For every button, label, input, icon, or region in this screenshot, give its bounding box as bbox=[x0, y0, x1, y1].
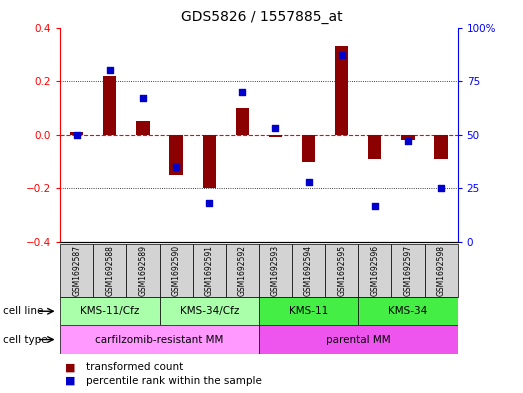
Text: ■: ■ bbox=[65, 362, 76, 372]
Point bbox=[371, 202, 379, 209]
Text: cell line: cell line bbox=[3, 306, 43, 316]
Bar bbox=[302, 135, 315, 162]
Bar bbox=[137, 121, 150, 135]
Text: carfilzomib-resistant MM: carfilzomib-resistant MM bbox=[95, 334, 224, 345]
Text: GSM1692587: GSM1692587 bbox=[72, 245, 81, 296]
Text: KMS-11: KMS-11 bbox=[289, 306, 328, 316]
Text: KMS-34/Cfz: KMS-34/Cfz bbox=[179, 306, 239, 316]
Text: GSM1692588: GSM1692588 bbox=[105, 245, 115, 296]
FancyBboxPatch shape bbox=[259, 244, 292, 297]
FancyBboxPatch shape bbox=[425, 244, 458, 297]
Text: GSM1692593: GSM1692593 bbox=[271, 245, 280, 296]
Point bbox=[271, 125, 280, 132]
FancyBboxPatch shape bbox=[292, 244, 325, 297]
Text: GSM1692589: GSM1692589 bbox=[139, 245, 147, 296]
Point bbox=[404, 138, 412, 144]
Bar bbox=[103, 76, 117, 135]
FancyBboxPatch shape bbox=[259, 325, 458, 354]
Point bbox=[205, 200, 213, 207]
FancyBboxPatch shape bbox=[226, 244, 259, 297]
Bar bbox=[401, 135, 415, 140]
FancyBboxPatch shape bbox=[93, 244, 127, 297]
Text: GSM1692597: GSM1692597 bbox=[403, 245, 413, 296]
Text: KMS-34: KMS-34 bbox=[388, 306, 428, 316]
Bar bbox=[70, 132, 83, 135]
Text: percentile rank within the sample: percentile rank within the sample bbox=[86, 376, 262, 386]
Point bbox=[304, 179, 313, 185]
Bar bbox=[335, 46, 348, 135]
Point bbox=[337, 52, 346, 59]
Point bbox=[238, 89, 246, 95]
FancyBboxPatch shape bbox=[160, 297, 259, 325]
FancyBboxPatch shape bbox=[259, 297, 358, 325]
Bar bbox=[435, 135, 448, 159]
Point bbox=[172, 164, 180, 170]
Text: cell type: cell type bbox=[3, 334, 47, 345]
Text: GSM1692592: GSM1692592 bbox=[238, 245, 247, 296]
Text: parental MM: parental MM bbox=[326, 334, 391, 345]
Text: GSM1692595: GSM1692595 bbox=[337, 245, 346, 296]
Text: transformed count: transformed count bbox=[86, 362, 184, 372]
FancyBboxPatch shape bbox=[160, 244, 192, 297]
Text: GSM1692594: GSM1692594 bbox=[304, 245, 313, 296]
Text: GSM1692590: GSM1692590 bbox=[172, 245, 180, 296]
Point bbox=[73, 132, 81, 138]
Bar bbox=[368, 135, 381, 159]
Bar bbox=[169, 135, 183, 175]
Bar bbox=[269, 135, 282, 138]
Text: GDS5826 / 1557885_at: GDS5826 / 1557885_at bbox=[180, 10, 343, 24]
Point bbox=[437, 185, 445, 191]
Text: GSM1692598: GSM1692598 bbox=[437, 245, 446, 296]
FancyBboxPatch shape bbox=[192, 244, 226, 297]
Bar bbox=[202, 135, 216, 188]
FancyBboxPatch shape bbox=[358, 297, 458, 325]
Text: GSM1692596: GSM1692596 bbox=[370, 245, 379, 296]
Text: KMS-11/Cfz: KMS-11/Cfz bbox=[80, 306, 140, 316]
FancyBboxPatch shape bbox=[60, 297, 160, 325]
Point bbox=[139, 95, 147, 101]
FancyBboxPatch shape bbox=[60, 244, 93, 297]
Text: GSM1692591: GSM1692591 bbox=[204, 245, 214, 296]
Point bbox=[106, 67, 114, 73]
FancyBboxPatch shape bbox=[127, 244, 160, 297]
FancyBboxPatch shape bbox=[391, 244, 425, 297]
FancyBboxPatch shape bbox=[358, 244, 391, 297]
Bar bbox=[236, 108, 249, 135]
FancyBboxPatch shape bbox=[325, 244, 358, 297]
FancyBboxPatch shape bbox=[60, 325, 259, 354]
Text: ■: ■ bbox=[65, 376, 76, 386]
